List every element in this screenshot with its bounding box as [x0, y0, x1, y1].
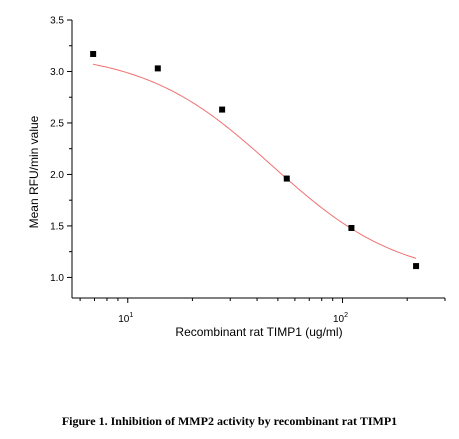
y-tick-label: 1.0 [50, 273, 64, 284]
plot-area [71, 20, 445, 299]
data-point [413, 263, 420, 270]
x-axis-label: Recombinant rat TIMP1 (ug/ml) [175, 325, 342, 339]
x-tick-label-exponent: 1 [129, 312, 133, 319]
x-ticks: 101 102 [79, 298, 446, 325]
y-tick-label: 3.5 [50, 16, 64, 27]
data-point [219, 106, 226, 113]
data-points [90, 50, 420, 270]
x-tick-label-base: 10 [118, 314, 130, 325]
y-tick-label: 1.5 [50, 221, 64, 232]
x-tick-label: 102 [333, 312, 348, 325]
data-point [283, 175, 290, 182]
x-tick-label: 101 [118, 312, 133, 325]
data-point [90, 50, 97, 57]
data-point [154, 65, 161, 72]
x-tick-label-base: 10 [333, 314, 345, 325]
data-point [348, 224, 355, 231]
y-tick-label: 2.5 [50, 118, 64, 129]
fit-curve [93, 63, 417, 259]
y-tick-label: 2.0 [50, 170, 64, 181]
figure-caption: Figure 1. Inhibition of MMP2 activity by… [61, 414, 398, 428]
y-ticks: 1.0 1.5 2.0 2.5 3.0 3.5 [50, 16, 72, 284]
x-tick-label-exponent: 2 [344, 312, 348, 319]
y-axis-label: Mean RFU/min value [27, 115, 41, 228]
y-tick-label: 3.0 [50, 67, 64, 78]
